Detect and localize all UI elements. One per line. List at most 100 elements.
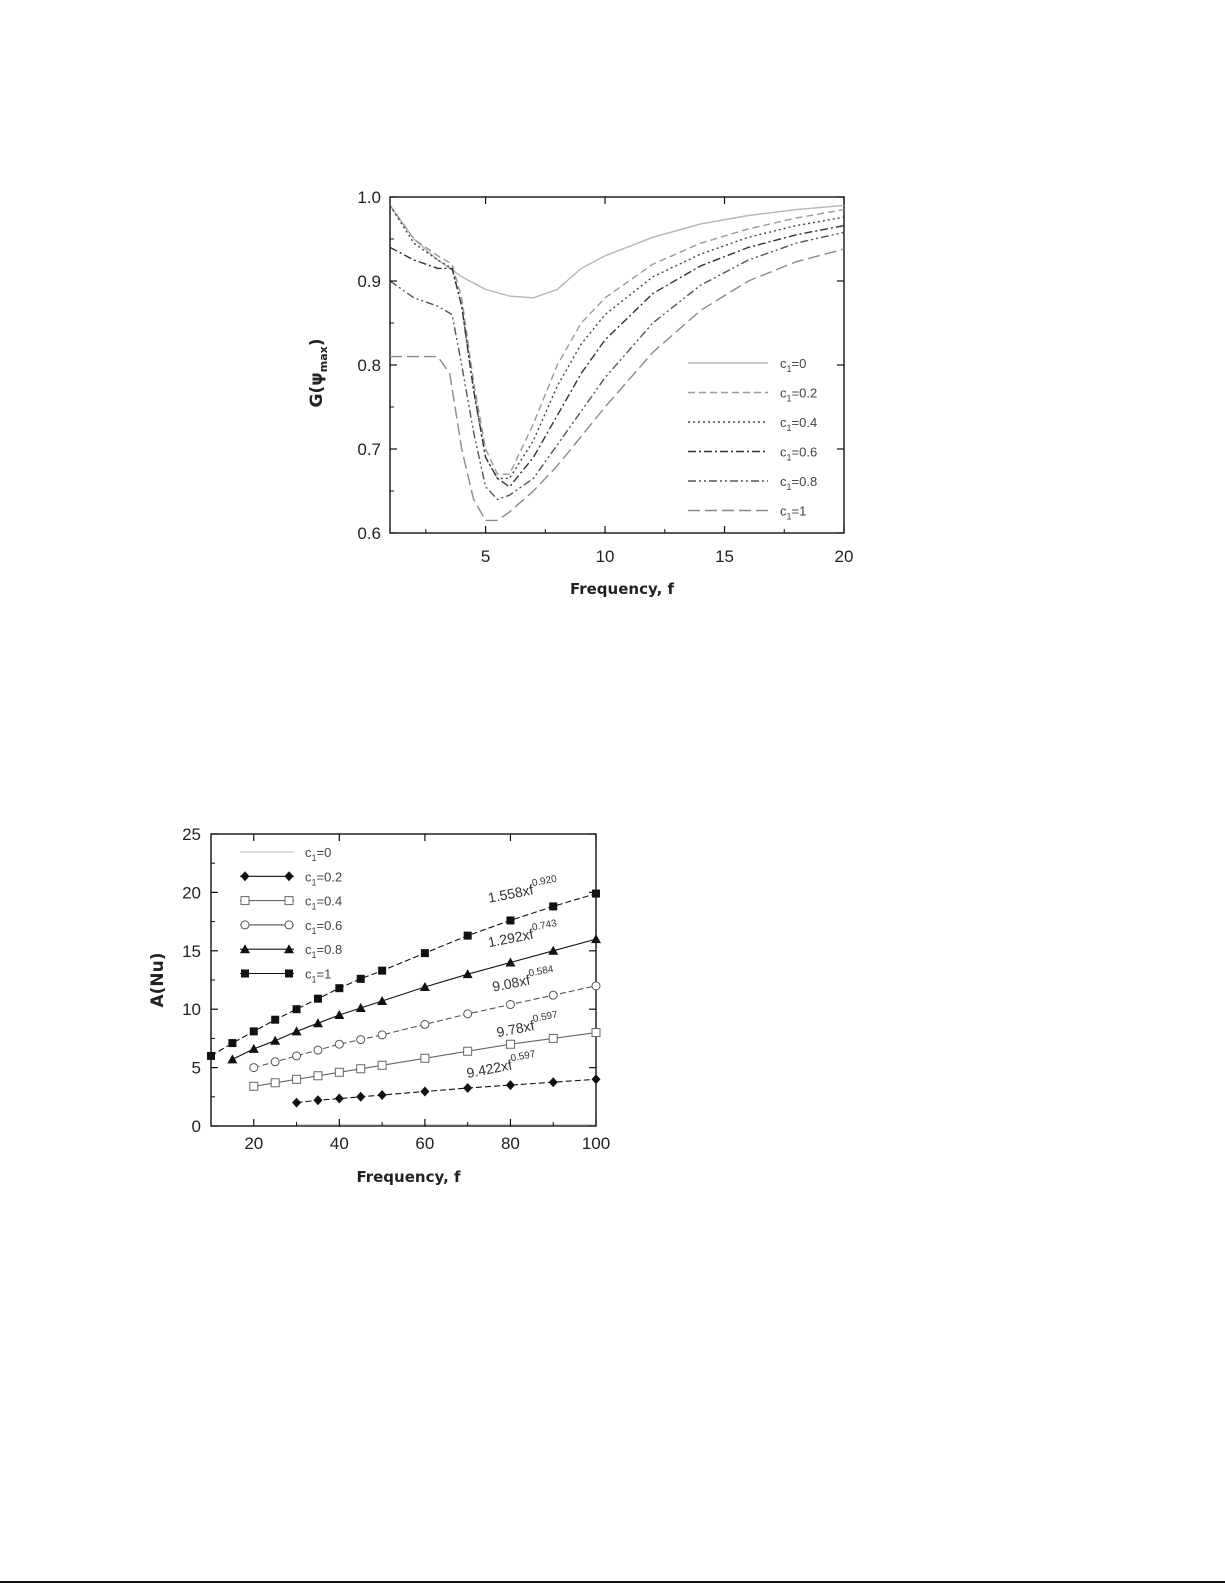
- series-line-5: [390, 248, 845, 522]
- data-point: [291, 1026, 302, 1036]
- x-tick-label: 20: [244, 1134, 263, 1153]
- fit-annotation-0: 1.558xf0.920: [486, 874, 560, 906]
- fit-annotation-3: 9.78xf0.597: [495, 1009, 561, 1040]
- data-point: [270, 1078, 280, 1088]
- x-axis-label: Frequency, f: [570, 580, 675, 598]
- y-tick-label: 20: [182, 883, 201, 902]
- fit-annotation-4: 9.422xf0.597: [465, 1049, 539, 1081]
- data-point: [356, 1064, 366, 1074]
- y-tick-label: 0.8: [357, 356, 381, 375]
- legend-label-1: c1=0.2: [305, 869, 342, 887]
- legend-label-0: c1=0: [780, 356, 806, 374]
- data-point: [334, 1093, 344, 1104]
- x-tick-label: 60: [415, 1134, 434, 1153]
- series-line-1: [389, 204, 845, 475]
- data-point: [335, 984, 344, 993]
- data-point: [292, 1051, 302, 1061]
- data-point: [591, 1074, 601, 1085]
- data-point: [378, 966, 387, 975]
- y-tick-label: 0.7: [357, 440, 381, 459]
- data-point: [270, 1035, 281, 1045]
- data-point: [420, 949, 429, 958]
- data-point: [505, 957, 516, 967]
- legend-label-2: c1=0.4: [780, 415, 817, 433]
- legend-marker: [284, 871, 294, 882]
- legend-label-3: c1=0.6: [780, 445, 817, 463]
- data-point: [313, 1095, 323, 1106]
- data-point: [377, 996, 388, 1006]
- x-tick-label: 100: [582, 1134, 610, 1153]
- data-point: [292, 1005, 301, 1014]
- data-point: [463, 1046, 473, 1056]
- data-point: [334, 1039, 344, 1049]
- legend-label-5: c1=1: [780, 504, 806, 522]
- legend-label-3: c1=0.6: [305, 918, 342, 936]
- data-point: [549, 902, 558, 911]
- data-point: [356, 1091, 366, 1102]
- x-tick-label: 40: [330, 1134, 349, 1153]
- y-tick-label: 0: [192, 1117, 201, 1136]
- page-bottom-rule: [0, 1581, 1225, 1583]
- legend-marker: [241, 969, 249, 978]
- y-tick-label: 5: [192, 1059, 201, 1078]
- data-point: [591, 1028, 601, 1038]
- fit-annotation-1: 1.292xf0.743: [486, 918, 560, 950]
- y-tick-label: 15: [182, 942, 201, 961]
- data-point: [463, 1083, 473, 1094]
- y-tick-label: 0.9: [357, 272, 381, 291]
- data-point: [248, 1043, 259, 1053]
- data-point: [591, 981, 601, 991]
- legend-label-1: c1=0.2: [780, 386, 817, 404]
- data-point: [420, 1019, 430, 1029]
- data-point: [356, 1035, 366, 1045]
- data-point: [505, 1080, 515, 1091]
- data-point: [249, 1063, 259, 1073]
- data-point: [312, 1018, 323, 1028]
- y-tick-label: 25: [182, 825, 201, 844]
- data-point: [227, 1054, 238, 1064]
- fit-annotation-2: 9.08xf0.584: [490, 964, 556, 995]
- data-point: [249, 1081, 259, 1091]
- y-tick-label: 1.0: [357, 188, 381, 207]
- data-point: [356, 974, 365, 983]
- data-point: [313, 1071, 323, 1081]
- legend-marker: [240, 871, 250, 882]
- series-line-4: [389, 231, 845, 501]
- data-point: [292, 1074, 302, 1084]
- x-tick-label: 20: [835, 547, 854, 566]
- data-point: [462, 969, 473, 979]
- data-point: [377, 1030, 387, 1040]
- y-axis-label: A(Nu): [148, 952, 168, 1007]
- data-point: [591, 934, 601, 944]
- legend-label-2: c1=0.4: [305, 894, 342, 912]
- data-point: [548, 990, 558, 1000]
- chart-a-nu: 20 40 60 80 100 0 5 10 15 20 25 Frequency, f A(Nu) c1…: [148, 825, 610, 1186]
- legend-marker: [240, 920, 250, 930]
- data-point: [419, 982, 430, 992]
- data-point: [548, 945, 559, 955]
- legend-marker: [284, 920, 294, 930]
- legend-label-5: c1=1: [305, 967, 331, 985]
- legend-marker: [285, 969, 293, 978]
- y-axis-label: G(ψmax): [307, 339, 330, 408]
- fit-line-1: [296, 1078, 597, 1104]
- legend-label-0: c1=0: [305, 845, 331, 863]
- x-tick-label: 15: [715, 547, 734, 566]
- data-point: [313, 1045, 323, 1055]
- data-point: [355, 1003, 366, 1013]
- data-point: [313, 994, 322, 1003]
- data-point: [506, 916, 515, 925]
- data-point: [334, 1010, 345, 1020]
- legend-label-4: c1=0.8: [305, 942, 342, 960]
- series-line-3: [389, 224, 845, 488]
- data-point: [420, 1053, 430, 1063]
- data-point: [463, 1009, 473, 1019]
- data-point: [548, 1033, 558, 1043]
- data-point: [377, 1060, 387, 1070]
- data-point: [377, 1090, 387, 1101]
- data-point: [420, 1086, 430, 1097]
- data-point: [334, 1067, 344, 1077]
- data-point: [270, 1057, 280, 1067]
- data-point: [249, 1027, 258, 1036]
